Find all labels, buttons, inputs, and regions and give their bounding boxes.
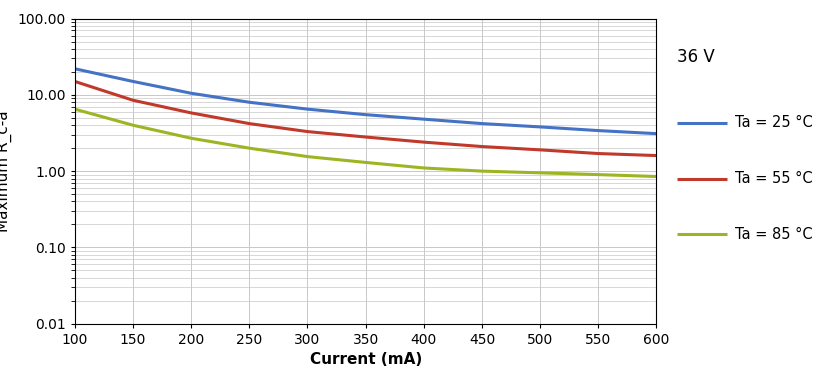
Ta = 25 °C [419, 117, 429, 121]
X-axis label: Current (mA): Current (mA) [309, 352, 422, 367]
Ta = 55 °C [361, 135, 371, 139]
Ta = 55 °C [477, 144, 487, 149]
Ta = 25 °C [535, 125, 545, 129]
Ta = 85 °C [419, 166, 429, 170]
Ta = 25 °C [186, 91, 196, 96]
Line: Ta = 55 °C: Ta = 55 °C [75, 81, 656, 155]
Ta = 85 °C [128, 123, 138, 128]
Line: Ta = 85 °C: Ta = 85 °C [75, 109, 656, 176]
Ta = 85 °C [652, 174, 661, 179]
Text: 36 V: 36 V [677, 48, 715, 66]
Ta = 25 °C [128, 79, 138, 84]
Ta = 55 °C [244, 121, 254, 126]
Ta = 85 °C [302, 154, 312, 159]
Ta = 25 °C [477, 121, 487, 126]
Text: Ta = 85 °C: Ta = 85 °C [735, 227, 813, 242]
Ta = 55 °C [419, 140, 429, 144]
Ta = 55 °C [593, 151, 603, 156]
Ta = 85 °C [593, 172, 603, 177]
Ta = 25 °C [302, 107, 312, 111]
Ta = 85 °C [70, 107, 80, 111]
Ta = 25 °C [361, 112, 371, 117]
Ta = 55 °C [652, 153, 661, 158]
Ta = 85 °C [477, 169, 487, 173]
Ta = 85 °C [361, 160, 371, 165]
Ta = 55 °C [128, 98, 138, 102]
Ta = 25 °C [70, 67, 80, 71]
Ta = 85 °C [535, 171, 545, 175]
Y-axis label: Maximum R_c-a: Maximum R_c-a [0, 110, 12, 232]
Ta = 25 °C [593, 128, 603, 133]
Text: Ta = 55 °C: Ta = 55 °C [735, 171, 813, 186]
Ta = 25 °C [652, 131, 661, 136]
Ta = 85 °C [186, 136, 196, 141]
Ta = 25 °C [244, 100, 254, 105]
Line: Ta = 25 °C: Ta = 25 °C [75, 69, 656, 134]
Text: Ta = 25 °C: Ta = 25 °C [735, 115, 814, 130]
Ta = 55 °C [302, 129, 312, 134]
Ta = 85 °C [244, 146, 254, 150]
Ta = 55 °C [70, 79, 80, 84]
Ta = 55 °C [535, 148, 545, 152]
Ta = 55 °C [186, 110, 196, 115]
